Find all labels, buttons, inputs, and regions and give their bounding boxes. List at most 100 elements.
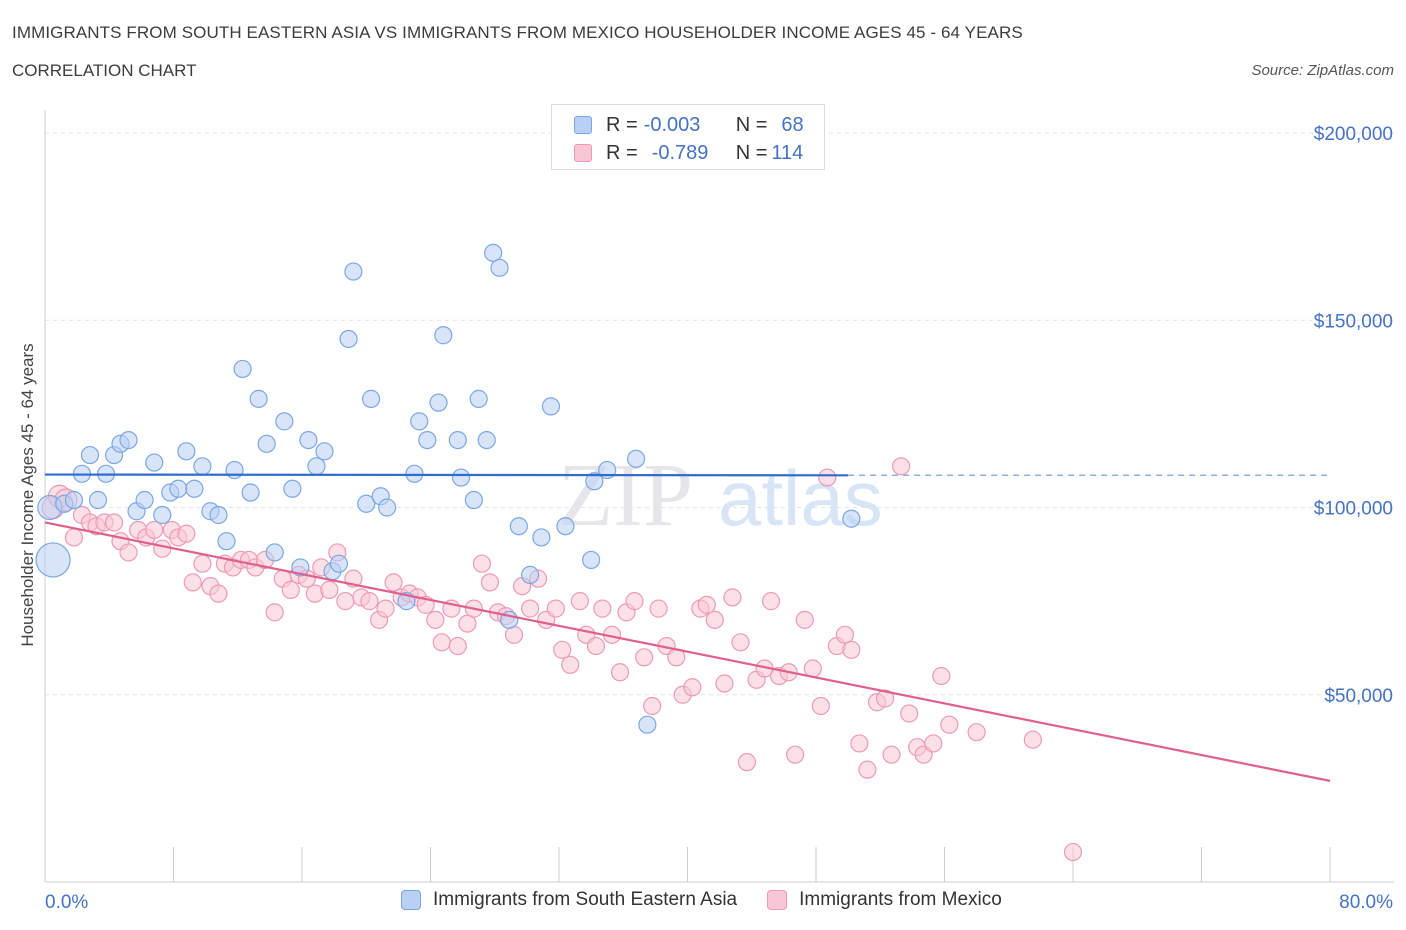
data-point-south-eastern-asia [291, 558, 310, 577]
data-point-mexico [900, 704, 919, 723]
data-point-south-eastern-asia [842, 509, 861, 528]
legend-r-label: R = [606, 141, 638, 164]
data-point-south-eastern-asia [410, 412, 429, 431]
data-point-mexico [723, 588, 742, 607]
y-tick-label: $200,000 [1314, 124, 1393, 145]
data-point-south-eastern-asia [378, 498, 397, 517]
data-point-mexico [432, 633, 451, 652]
data-point-mexico [882, 745, 901, 764]
legend-label-mexico: Immigrants from Mexico [799, 889, 1002, 910]
legend-label-south-eastern-asia: Immigrants from South Eastern Asia [433, 889, 738, 910]
legend-n-value: 114 [771, 141, 804, 164]
y-tick-label: $50,000 [1324, 686, 1393, 707]
data-point-south-eastern-asia [582, 550, 601, 570]
data-point-mexico [932, 666, 951, 686]
data-point-mexico [561, 655, 580, 674]
data-point-mexico [593, 599, 612, 618]
data-point-south-eastern-asia [257, 434, 276, 453]
data-point-mexico [940, 715, 959, 734]
y-tick-label: $150,000 [1314, 311, 1393, 332]
data-point-mexico [472, 554, 491, 573]
data-point-mexico [858, 760, 877, 779]
data-point-south-eastern-asia [119, 430, 138, 450]
trend-line-south-eastern-asia [44, 473, 849, 477]
data-point-south-eastern-asia [249, 389, 268, 408]
data-point-mexico [842, 640, 861, 659]
data-point-mexico [697, 595, 716, 614]
data-point-south-eastern-asia [265, 543, 284, 562]
data-point-mexico [281, 580, 300, 599]
data-point-south-eastern-asia [315, 442, 334, 461]
data-point-mexico [715, 674, 734, 693]
trend-lines [44, 473, 1331, 782]
data-point-south-eastern-asia [135, 490, 154, 510]
data-point-south-eastern-asia [344, 262, 363, 281]
data-point-mexico [643, 696, 662, 716]
data-point-mexico [64, 528, 84, 547]
data-point-south-eastern-asia [429, 393, 448, 412]
data-point-south-eastern-asia [638, 715, 657, 734]
data-point-mexico [546, 599, 565, 618]
data-point-mexico [795, 610, 814, 629]
data-point-mexico [786, 745, 805, 764]
data-point-south-eastern-asia [556, 517, 575, 536]
data-point-south-eastern-asia [490, 258, 509, 277]
y-tick-label: $100,000 [1314, 499, 1393, 520]
data-point-south-eastern-asia [464, 490, 483, 510]
data-point-south-eastern-asia [357, 494, 376, 513]
data-point-mexico [104, 513, 124, 532]
data-point-mexico [376, 599, 395, 618]
data-point-south-eastern-asia [626, 449, 646, 468]
data-point-mexico [835, 625, 855, 644]
data-point-south-eastern-asia [169, 479, 188, 498]
data-point-mexico [183, 573, 202, 592]
data-point-south-eastern-asia [585, 472, 604, 491]
data-point-mexico [426, 610, 445, 629]
data-point-mexico [892, 457, 911, 476]
data-point-mexico [967, 723, 986, 742]
data-point-mexico [570, 592, 589, 611]
data-point-mexico [875, 689, 895, 708]
data-point-mexico [458, 614, 477, 633]
data-point-south-eastern-asia [299, 430, 318, 450]
x-tick-label: 0.0% [45, 892, 88, 913]
data-point-mexico [811, 696, 830, 716]
data-point-south-eastern-asia [153, 505, 172, 525]
axes [44, 110, 1394, 883]
data-point-south-eastern-asia [209, 505, 228, 525]
data-point-mexico [520, 599, 540, 618]
data-point-mexico [625, 592, 644, 611]
data-point-mexico [586, 636, 606, 656]
data-point-mexico [803, 659, 822, 678]
data-point-south-eastern-asia [541, 397, 561, 416]
data-point-mexico [193, 554, 212, 573]
data-point-south-eastern-asia [451, 468, 471, 487]
data-point-south-eastern-asia [64, 490, 84, 510]
legend-item-mexico: Immigrants from Mexico [767, 889, 1002, 911]
data-point-mexico [924, 734, 943, 753]
data-point-mexico [504, 625, 524, 644]
data-point-south-eastern-asia [329, 554, 349, 573]
data-point-south-eastern-asia [339, 329, 358, 349]
source-label: Source: ZipAtlas.com [1251, 62, 1394, 79]
data-point-mexico [683, 678, 702, 697]
data-point-south-eastern-asia [177, 442, 196, 461]
legend-swatch-blue [401, 890, 421, 910]
data-point-south-eastern-asia [307, 457, 326, 476]
legend-r-value: -0.789 [651, 141, 709, 164]
data-point-south-eastern-asia [145, 453, 164, 472]
data-point-south-eastern-asia [35, 542, 71, 578]
data-point-mexico [731, 633, 750, 652]
data-point-south-eastern-asia [88, 490, 108, 510]
legend-n-value: 68 [781, 113, 804, 136]
data-point-south-eastern-asia [477, 430, 496, 450]
data-point-south-eastern-asia [225, 460, 244, 480]
data-point-south-eastern-asia [217, 532, 236, 551]
data-point-mexico [336, 592, 355, 611]
data-point-mexico [320, 580, 339, 599]
data-point-mexico [119, 543, 138, 562]
legend-row-south-eastern-asia: R = -0.003 N = 68 [574, 113, 804, 137]
data-point-mexico [265, 603, 284, 622]
legend-swatch-blue [574, 116, 592, 134]
